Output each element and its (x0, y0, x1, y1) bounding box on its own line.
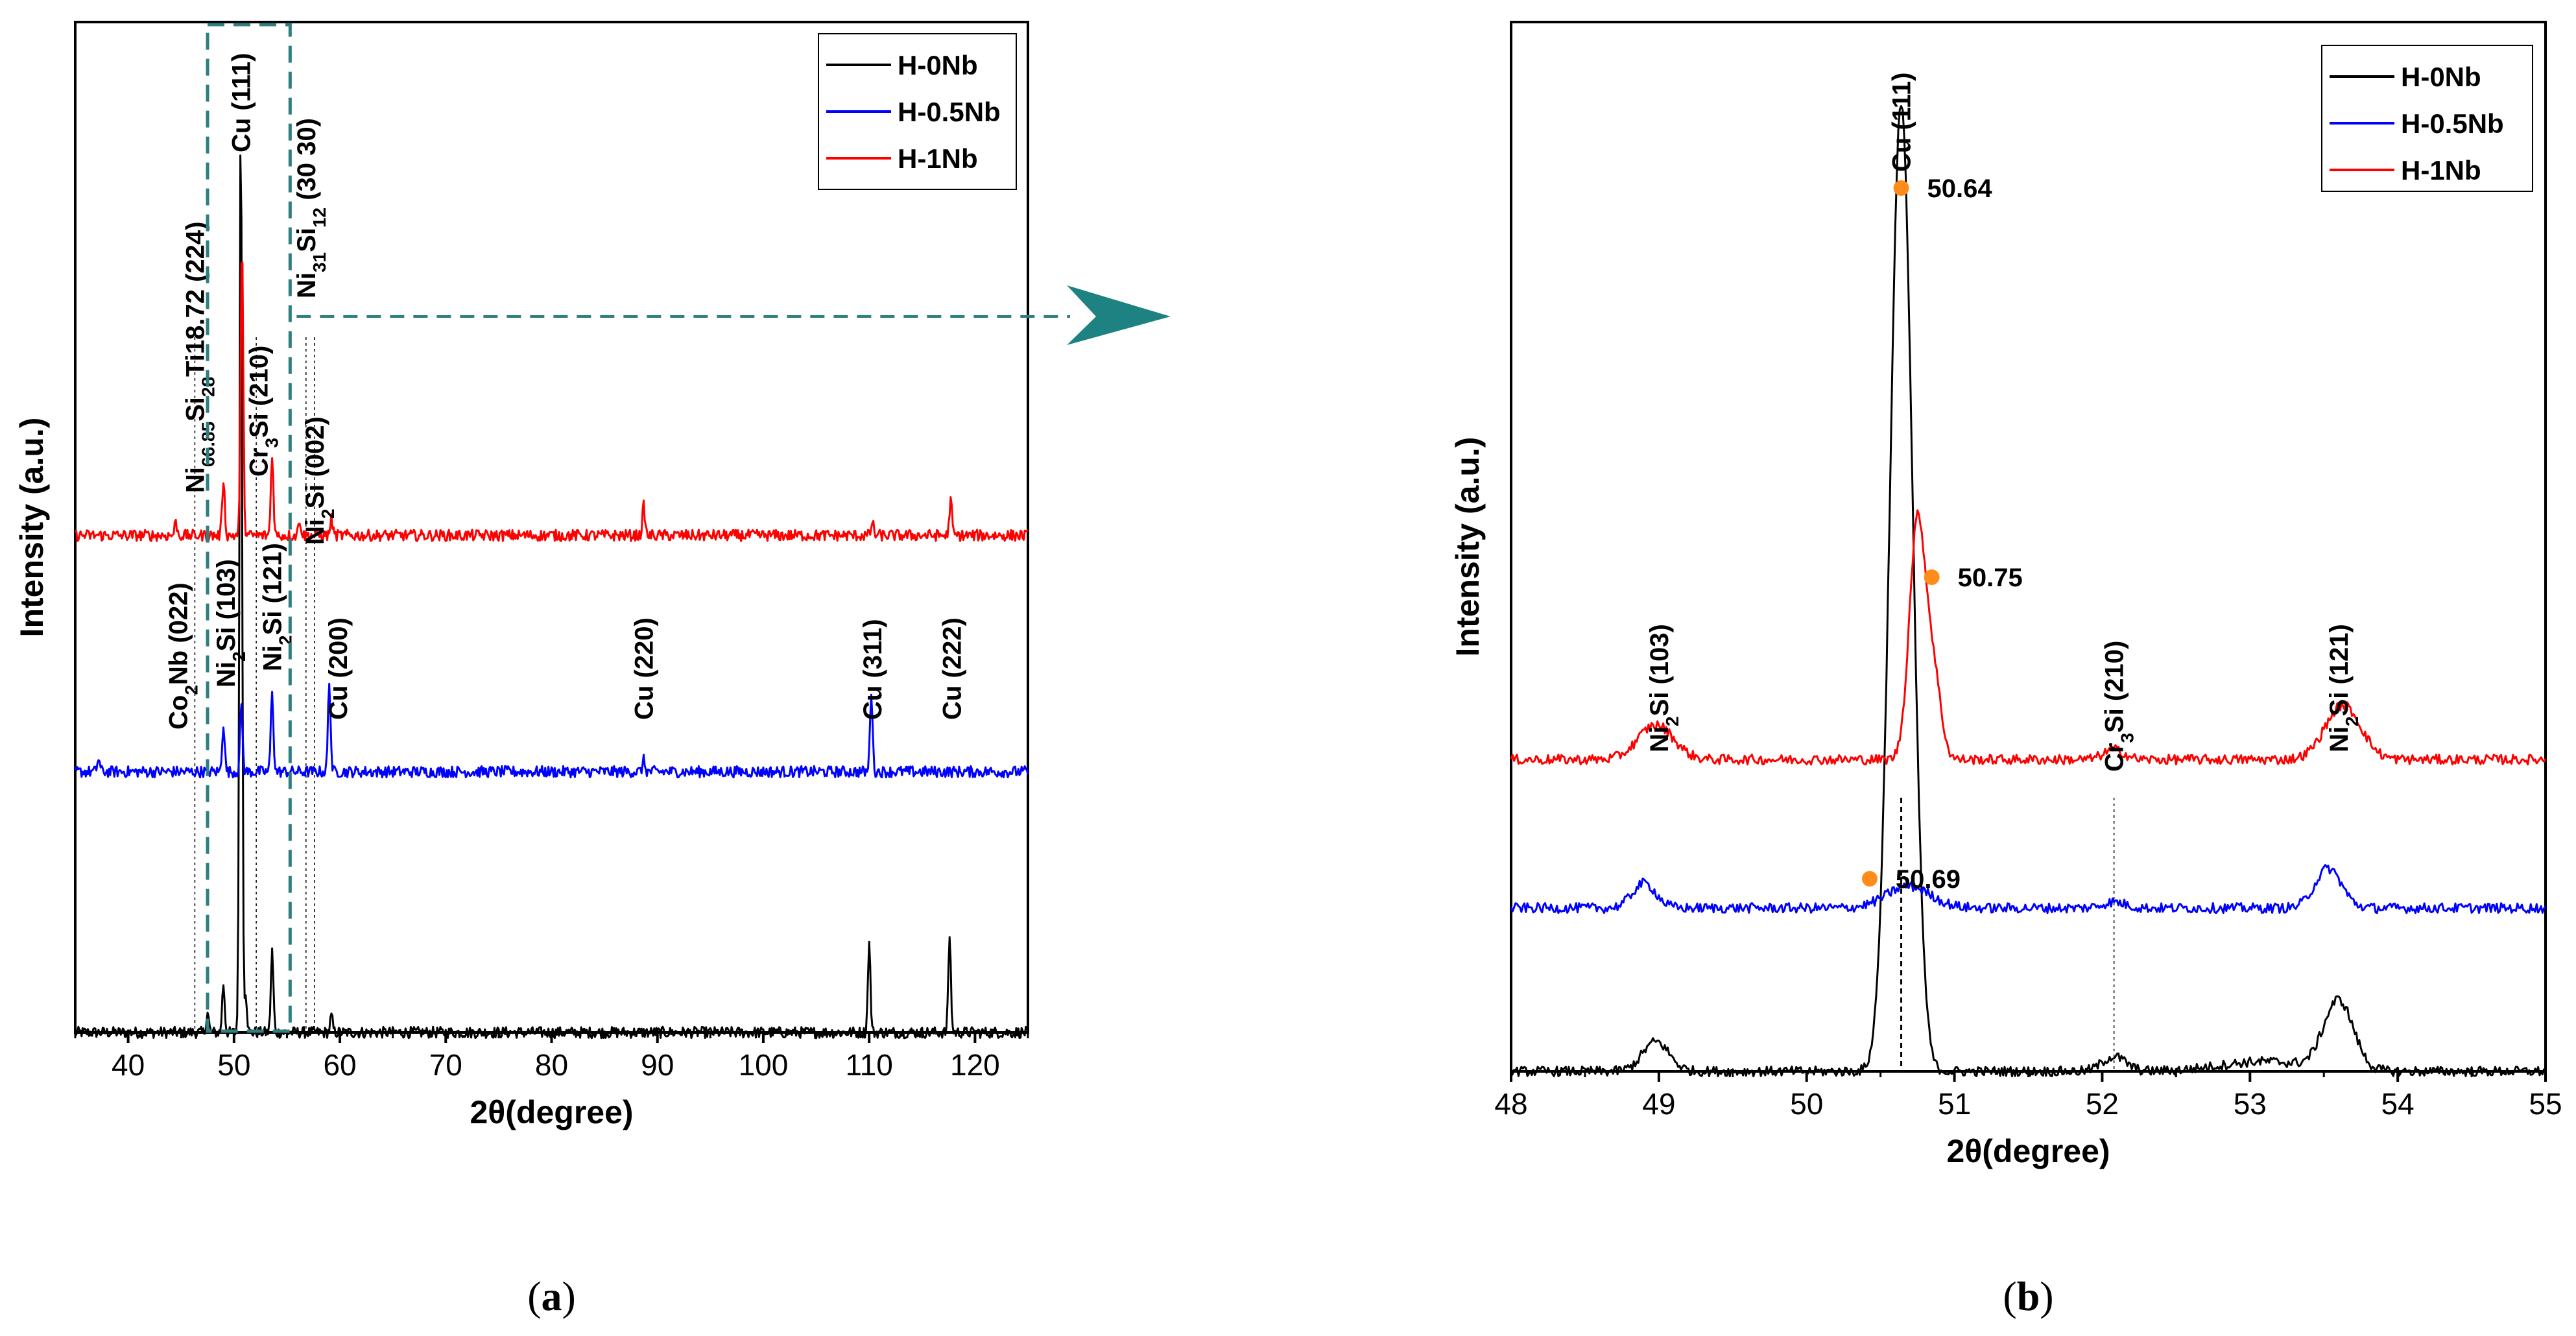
phase-annotation: Ni2Si (103) (1645, 624, 1682, 752)
legend-label: H-0.5Nb (2401, 108, 2504, 139)
peak-position-label: 50.75 (1958, 564, 2023, 592)
x-axis-label: 2θ(degree) (470, 1094, 633, 1130)
phase-annotation: Co2Nb (022) (164, 582, 201, 730)
series-line-h-1nb (1510, 509, 2547, 766)
x-tick-label: 90 (641, 1048, 674, 1082)
series-line-h-0nb (74, 154, 1029, 1040)
x-tick-label: 51 (1938, 1087, 1971, 1121)
legend: H-0Nb H-0.5Nb H-1Nb (2321, 45, 2533, 192)
x-tick-label: 80 (535, 1048, 568, 1082)
x-tick-label: 52 (2086, 1087, 2119, 1121)
x-tick-label: 50 (1790, 1087, 1823, 1121)
phase-annotation: Cu (200) (324, 617, 353, 720)
x-tick-label: 55 (2529, 1087, 2562, 1121)
phase-annotation: Ni2Si (103) (212, 559, 249, 687)
peak-marker (1861, 871, 1878, 887)
zoom-region-box (206, 23, 292, 1033)
panel-label: (b) (2003, 1273, 2053, 1319)
phase-annotation: Cu (111) (227, 53, 256, 152)
phase-annotation: Cu (222) (938, 617, 966, 720)
legend-label: H-1Nb (2401, 155, 2481, 185)
panel-b: 48 49 50 51 52 53 54 55 2θ(degree) Intensity (a.u… (1449, 21, 2562, 1319)
x-tick-label: 120 (950, 1048, 1000, 1082)
x-tick-label: 60 (323, 1048, 356, 1082)
x-tick-label: 48 (1494, 1087, 1527, 1121)
phase-annotation: Ni66.85Si28Ti18.72 (224) (181, 222, 218, 493)
legend-label: H-0Nb (2401, 62, 2481, 92)
phase-annotation: Ni2Si (121) (259, 543, 296, 671)
panel-a: 40 50 60 70 80 90 100 110 120 2θ(degree) Intensity… (14, 21, 1171, 1319)
legend-box (2321, 45, 2533, 192)
series-line-h-05nb (74, 682, 1029, 779)
phase-annotation: Cu (220) (630, 617, 659, 720)
x-tick-label: 49 (1642, 1087, 1675, 1121)
series-line-h-0nb (1510, 105, 2546, 1078)
phase-annotation: Ni2Si (002) (301, 416, 337, 545)
phase-annotation: Cu (311) (859, 619, 887, 720)
x-tick-label: 40 (112, 1048, 145, 1082)
legend: H-0Nb H-0.5Nb H-1Nb (818, 33, 1017, 190)
y-axis-label: Intensity (a.u.) (14, 418, 50, 638)
series-line-h-05nb (1510, 864, 2547, 914)
x-tick-label: 70 (429, 1048, 462, 1082)
phase-annotation: Ni2Si (121) (2325, 624, 2362, 752)
x-tick-label: 110 (845, 1048, 892, 1082)
peak-position-label: 50.69 (1896, 865, 1961, 894)
x-tick-label: 53 (2234, 1087, 2267, 1121)
legend-label: H-0Nb (898, 50, 978, 80)
peak-position-label: 50.64 (1927, 174, 1993, 203)
legend-label: H-1Nb (898, 143, 978, 174)
legend-label: H-0.5Nb (898, 97, 1001, 127)
panel-label: (a) (527, 1273, 576, 1319)
phase-annotation: Cu (111) (1888, 73, 1916, 172)
phase-annotation: Cr3Si (210) (2101, 641, 2138, 772)
peak-marker (1893, 180, 1909, 196)
y-axis-label: Intensity (a.u.) (1449, 437, 1486, 657)
x-tick-label: 50 (217, 1048, 250, 1082)
x-tick-label: 100 (739, 1048, 789, 1082)
phase-annotation: Ni31Si12 (30 30) (292, 118, 329, 298)
series-line-h-1nb (75, 261, 1029, 542)
peak-marker (1924, 569, 1940, 585)
x-axis-label: 2θ(degree) (1946, 1133, 2110, 1169)
phase-annotation: Cr3Si (210) (244, 346, 281, 477)
x-tick-label: 54 (2381, 1087, 2415, 1121)
zoom-arrow-head (1067, 285, 1171, 345)
